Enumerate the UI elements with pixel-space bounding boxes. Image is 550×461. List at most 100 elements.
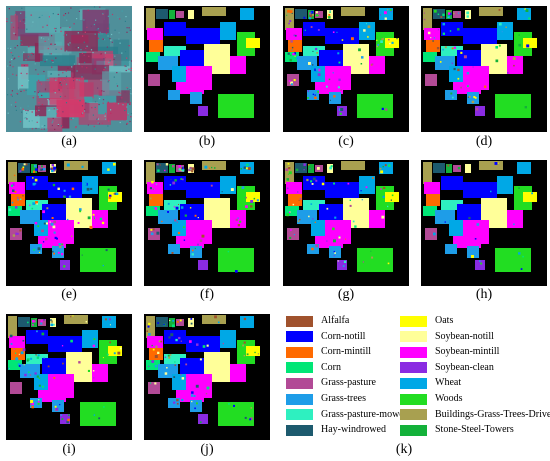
hsi-pixel (100, 79, 102, 81)
misclassified-pixel (354, 225, 357, 228)
classification-map-h (421, 160, 547, 286)
misclassified-pixel (22, 348, 26, 352)
misclassified-pixel (430, 37, 432, 39)
misclassified-pixel (293, 234, 295, 236)
misclassified-pixel (381, 37, 384, 41)
misclassified-pixel (338, 236, 341, 239)
misclassified-pixel (288, 171, 292, 175)
misclassified-pixel (52, 250, 54, 253)
hsi-pixel (20, 90, 22, 92)
misclassified-pixel (102, 357, 104, 359)
hsi-pixel (15, 74, 18, 76)
misclassified-pixel (439, 61, 442, 63)
map-field (42, 358, 66, 374)
hsi-pixel (20, 72, 22, 74)
misclassified-pixel (146, 330, 148, 332)
hsi-pixel (48, 99, 50, 101)
map-field (102, 316, 116, 328)
misclassified-pixel (154, 382, 157, 385)
misclassified-pixel (52, 245, 54, 248)
hsi-pixel (62, 72, 64, 74)
misclassified-pixel (243, 354, 246, 357)
misclassified-pixel (211, 166, 213, 169)
misclassified-pixel (221, 191, 223, 193)
misclassified-pixel (385, 108, 388, 111)
misclassified-pixel (235, 211, 237, 213)
misclassified-pixel (15, 232, 18, 235)
hsi-pixel (23, 19, 26, 21)
misclassified-pixel (391, 194, 394, 197)
misclassified-pixel (329, 11, 331, 13)
misclassified-pixel (206, 344, 209, 347)
misclassified-pixel (93, 216, 95, 218)
misclassified-pixel (480, 262, 483, 265)
misclassified-pixel (156, 163, 159, 166)
map-field (467, 92, 479, 104)
hsi-pixel (82, 112, 84, 114)
misclassified-pixel (366, 23, 367, 25)
map-field (220, 330, 236, 348)
misclassified-pixel (109, 318, 111, 321)
misclassified-pixel (332, 70, 334, 72)
misclassified-pixel (498, 44, 501, 47)
misclassified-pixel (433, 37, 435, 39)
misclassified-pixel (190, 394, 194, 397)
misclassified-pixel (286, 14, 288, 16)
hsi-field (82, 9, 109, 34)
map-field (172, 220, 186, 236)
misclassified-pixel (423, 12, 425, 14)
hsi-field (47, 117, 63, 132)
misclassified-pixel (384, 11, 387, 15)
legend-item: Corn (286, 361, 341, 375)
caption-c: (c) (338, 134, 354, 149)
misclassified-pixel (312, 177, 316, 181)
misclassified-pixel (45, 222, 48, 225)
misclassified-pixel (47, 365, 50, 368)
misclassified-pixel (161, 220, 163, 223)
legend-swatch (400, 424, 427, 436)
misclassified-pixel (377, 43, 380, 46)
map-field (453, 236, 481, 248)
hsi-pixel (11, 95, 13, 97)
misclassified-pixel (45, 237, 48, 241)
misclassified-pixel (447, 164, 450, 167)
misclassified-pixel (167, 354, 170, 357)
hsi-field (35, 105, 47, 117)
hsi-pixel (40, 37, 42, 39)
hsi-pixel (51, 122, 53, 124)
hsi-pixel (50, 43, 53, 45)
hsi-pixel (104, 66, 106, 69)
classification-map-c (283, 6, 409, 132)
misclassified-pixel (518, 34, 520, 36)
misclassified-pixel (326, 240, 328, 242)
hsi-pixel (91, 107, 93, 109)
misclassified-pixel (329, 166, 332, 170)
hsi-pixel (86, 26, 88, 28)
misclassified-pixel (449, 30, 452, 32)
map-field (240, 8, 254, 20)
misclassified-pixel (34, 221, 38, 225)
misclassified-pixel (92, 344, 95, 348)
misclassified-pixel (107, 168, 110, 171)
hsi-pixel (98, 32, 100, 34)
misclassified-pixel (315, 68, 319, 71)
map-field (156, 9, 168, 19)
map-field (176, 319, 184, 326)
hsi-pixel (60, 30, 62, 32)
misclassified-pixel (151, 360, 154, 363)
hsi-pixel (113, 76, 115, 78)
misclassified-pixel (340, 89, 342, 91)
misclassified-pixel (67, 418, 70, 422)
legend-item: Soybean-mintill (400, 345, 499, 359)
hsi-pixel (16, 45, 19, 47)
hsi-pixel (81, 76, 83, 78)
hsi-pixel (20, 12, 22, 14)
misclassified-pixel (188, 168, 191, 172)
hsi-pixel (69, 42, 71, 44)
map-field (495, 248, 531, 272)
hsi-pixel (44, 89, 46, 91)
misclassified-pixel (70, 339, 73, 343)
misclassified-pixel (257, 353, 260, 355)
legend-swatch (286, 331, 313, 343)
hsi-pixel (35, 94, 37, 96)
